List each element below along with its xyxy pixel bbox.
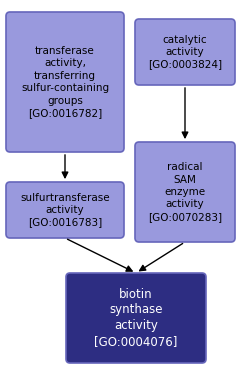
Text: catalytic
activity
[GO:0003824]: catalytic activity [GO:0003824]	[148, 34, 222, 69]
FancyBboxPatch shape	[66, 273, 206, 363]
FancyBboxPatch shape	[6, 182, 124, 238]
FancyBboxPatch shape	[135, 142, 235, 242]
Text: radical
SAM
enzyme
activity
[GO:0070283]: radical SAM enzyme activity [GO:0070283]	[148, 162, 222, 222]
Text: biotin
synthase
activity
[GO:0004076]: biotin synthase activity [GO:0004076]	[94, 288, 178, 348]
FancyBboxPatch shape	[6, 12, 124, 152]
Text: transferase
activity,
transferring
sulfur-containing
groups
[GO:0016782]: transferase activity, transferring sulfu…	[21, 46, 109, 118]
Text: sulfurtransferase
activity
[GO:0016783]: sulfurtransferase activity [GO:0016783]	[20, 193, 110, 227]
FancyBboxPatch shape	[135, 19, 235, 85]
